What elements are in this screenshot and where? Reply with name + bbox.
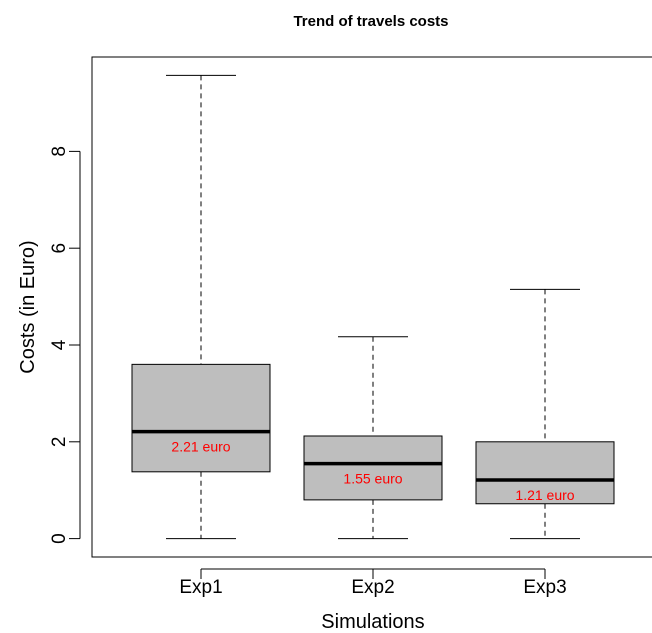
y-axis: 0 2 4 6 8 — [49, 146, 81, 544]
y-tick-label: 6 — [49, 243, 70, 254]
boxes: 2.21 euro 1.55 euro 1.21 euro — [131, 74, 615, 540]
x-axis: Exp1 Exp2 Exp3 — [179, 568, 567, 598]
plot-frame — [91, 56, 652, 558]
y-axis-label: Costs (in Euro) — [17, 240, 39, 373]
iqr-box — [131, 363, 271, 473]
x-tick-label: Exp3 — [523, 577, 566, 598]
x-axis-label: Simulations — [321, 611, 424, 633]
median-label: 1.55 euro — [343, 471, 402, 487]
median-label: 1.21 euro — [515, 487, 574, 503]
median-label: 2.21 euro — [171, 439, 230, 455]
box-exp1: 2.21 euro — [131, 74, 271, 540]
iqr-box — [475, 441, 615, 505]
y-tick-label: 4 — [49, 339, 70, 350]
y-tick-label: 8 — [49, 146, 70, 157]
iqr-box — [303, 435, 443, 501]
box-exp2: 1.55 euro — [303, 336, 443, 540]
x-tick-label: Exp1 — [179, 577, 222, 598]
chart-title: Trend of travels costs — [293, 13, 448, 30]
y-tick-label: 2 — [49, 437, 70, 448]
y-tick-label: 0 — [49, 533, 70, 544]
box-exp3: 1.21 euro — [475, 288, 615, 540]
x-tick-label: Exp2 — [351, 577, 394, 598]
